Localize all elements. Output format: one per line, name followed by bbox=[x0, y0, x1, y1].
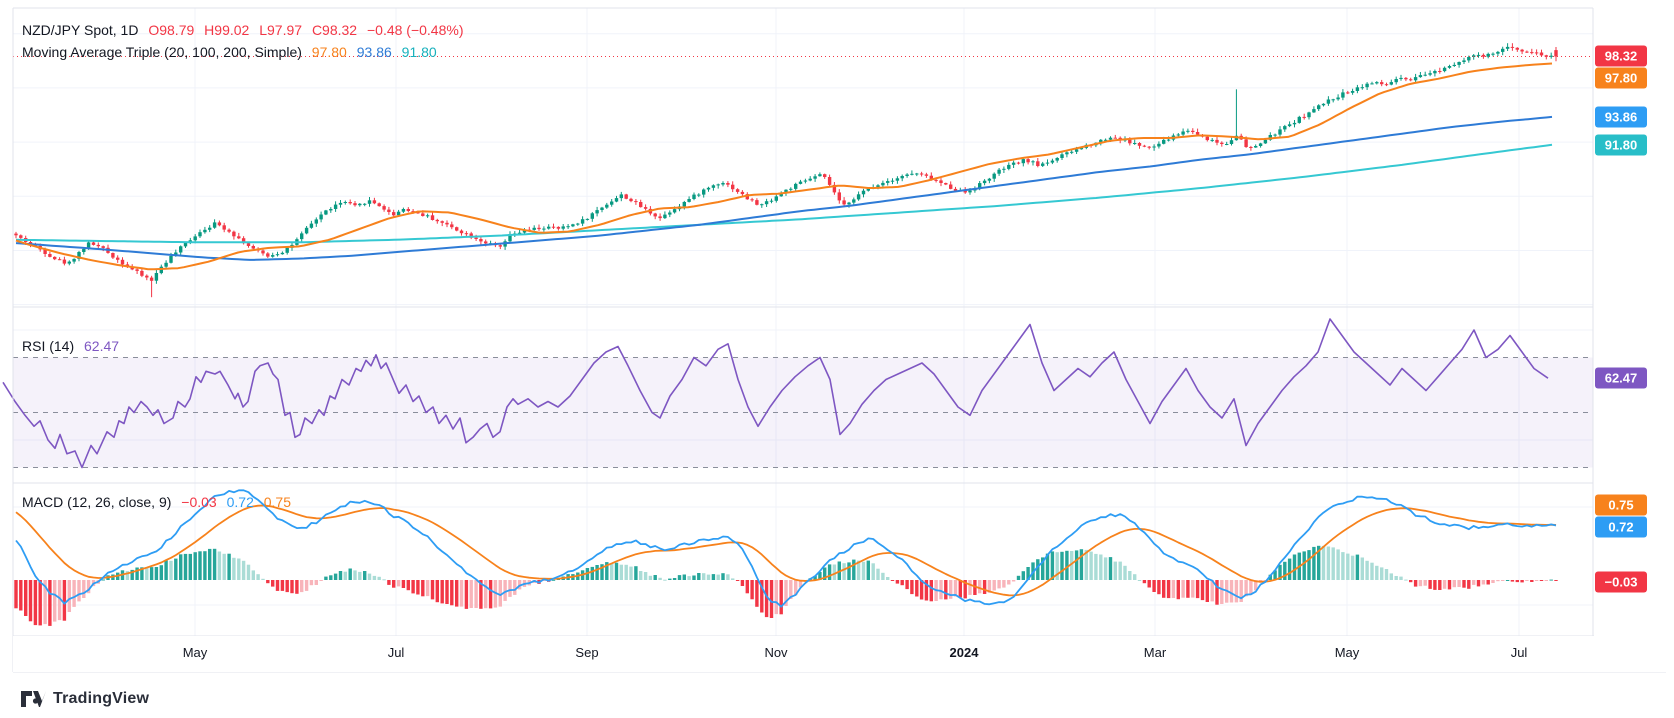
price-badge: 91.80 bbox=[1595, 134, 1647, 156]
ma-indicator-legend[interactable]: Moving Average Triple (20, 100, 200, Sim… bbox=[22, 44, 443, 60]
price-badge: 93.86 bbox=[1595, 106, 1647, 128]
time-axis-label: May bbox=[1334, 645, 1360, 660]
price-badge: 62.47 bbox=[1595, 367, 1647, 389]
macd-signal-value: 0.75 bbox=[263, 494, 291, 510]
time-axis-label: May bbox=[182, 645, 208, 660]
time-axis-label: Nov bbox=[764, 645, 788, 660]
macd-line-value: 0.72 bbox=[226, 494, 254, 510]
macd-hist-value: −0.03 bbox=[181, 494, 217, 510]
time-axis-label: Mar bbox=[1143, 645, 1167, 660]
time-axis-label: Jul bbox=[1510, 645, 1528, 660]
time-axis[interactable] bbox=[13, 636, 1666, 672]
symbol-legend[interactable]: NZD/JPY Spot, 1D O98.79 H99.02 L97.97 C9… bbox=[22, 22, 470, 38]
ohlc-change: −0.48 (−0.48%) bbox=[366, 22, 464, 38]
symbol-title: NZD/JPY Spot, 1D bbox=[22, 22, 139, 38]
ohlc-close: C98.32 bbox=[311, 22, 358, 38]
price-badge: 0.75 bbox=[1595, 494, 1647, 516]
price-badge: 98.32 bbox=[1595, 45, 1647, 67]
rsi-indicator-legend[interactable]: RSI (14) 62.47 bbox=[22, 338, 125, 354]
time-axis-label: Jul bbox=[387, 645, 405, 660]
ohlc-open: O98.79 bbox=[148, 22, 195, 38]
price-badge: 97.80 bbox=[1595, 67, 1647, 89]
ma200-value: 91.80 bbox=[401, 44, 437, 60]
macd-title: MACD (12, 26, close, 9) bbox=[22, 494, 172, 510]
price-badge: 0.72 bbox=[1595, 516, 1647, 538]
rsi-value: 62.47 bbox=[84, 338, 120, 354]
ma20-value: 97.80 bbox=[311, 44, 347, 60]
macd-indicator-legend[interactable]: MACD (12, 26, close, 9) −0.03 0.72 0.75 bbox=[22, 494, 297, 510]
price-badge: −0.03 bbox=[1595, 571, 1647, 593]
ma100-value: 93.86 bbox=[356, 44, 392, 60]
ohlc-low: L97.97 bbox=[259, 22, 303, 38]
ma-title: Moving Average Triple (20, 100, 200, Sim… bbox=[22, 44, 302, 60]
brand-text: TradingView bbox=[53, 690, 150, 707]
time-axis-label: Sep bbox=[575, 645, 599, 660]
tradingview-mark-icon bbox=[21, 691, 46, 707]
time-axis-label: 2024 bbox=[949, 645, 979, 660]
ohlc-high: H99.02 bbox=[204, 22, 250, 38]
tradingview-logo[interactable]: TradingView bbox=[20, 684, 149, 714]
rsi-title: RSI (14) bbox=[22, 338, 75, 354]
